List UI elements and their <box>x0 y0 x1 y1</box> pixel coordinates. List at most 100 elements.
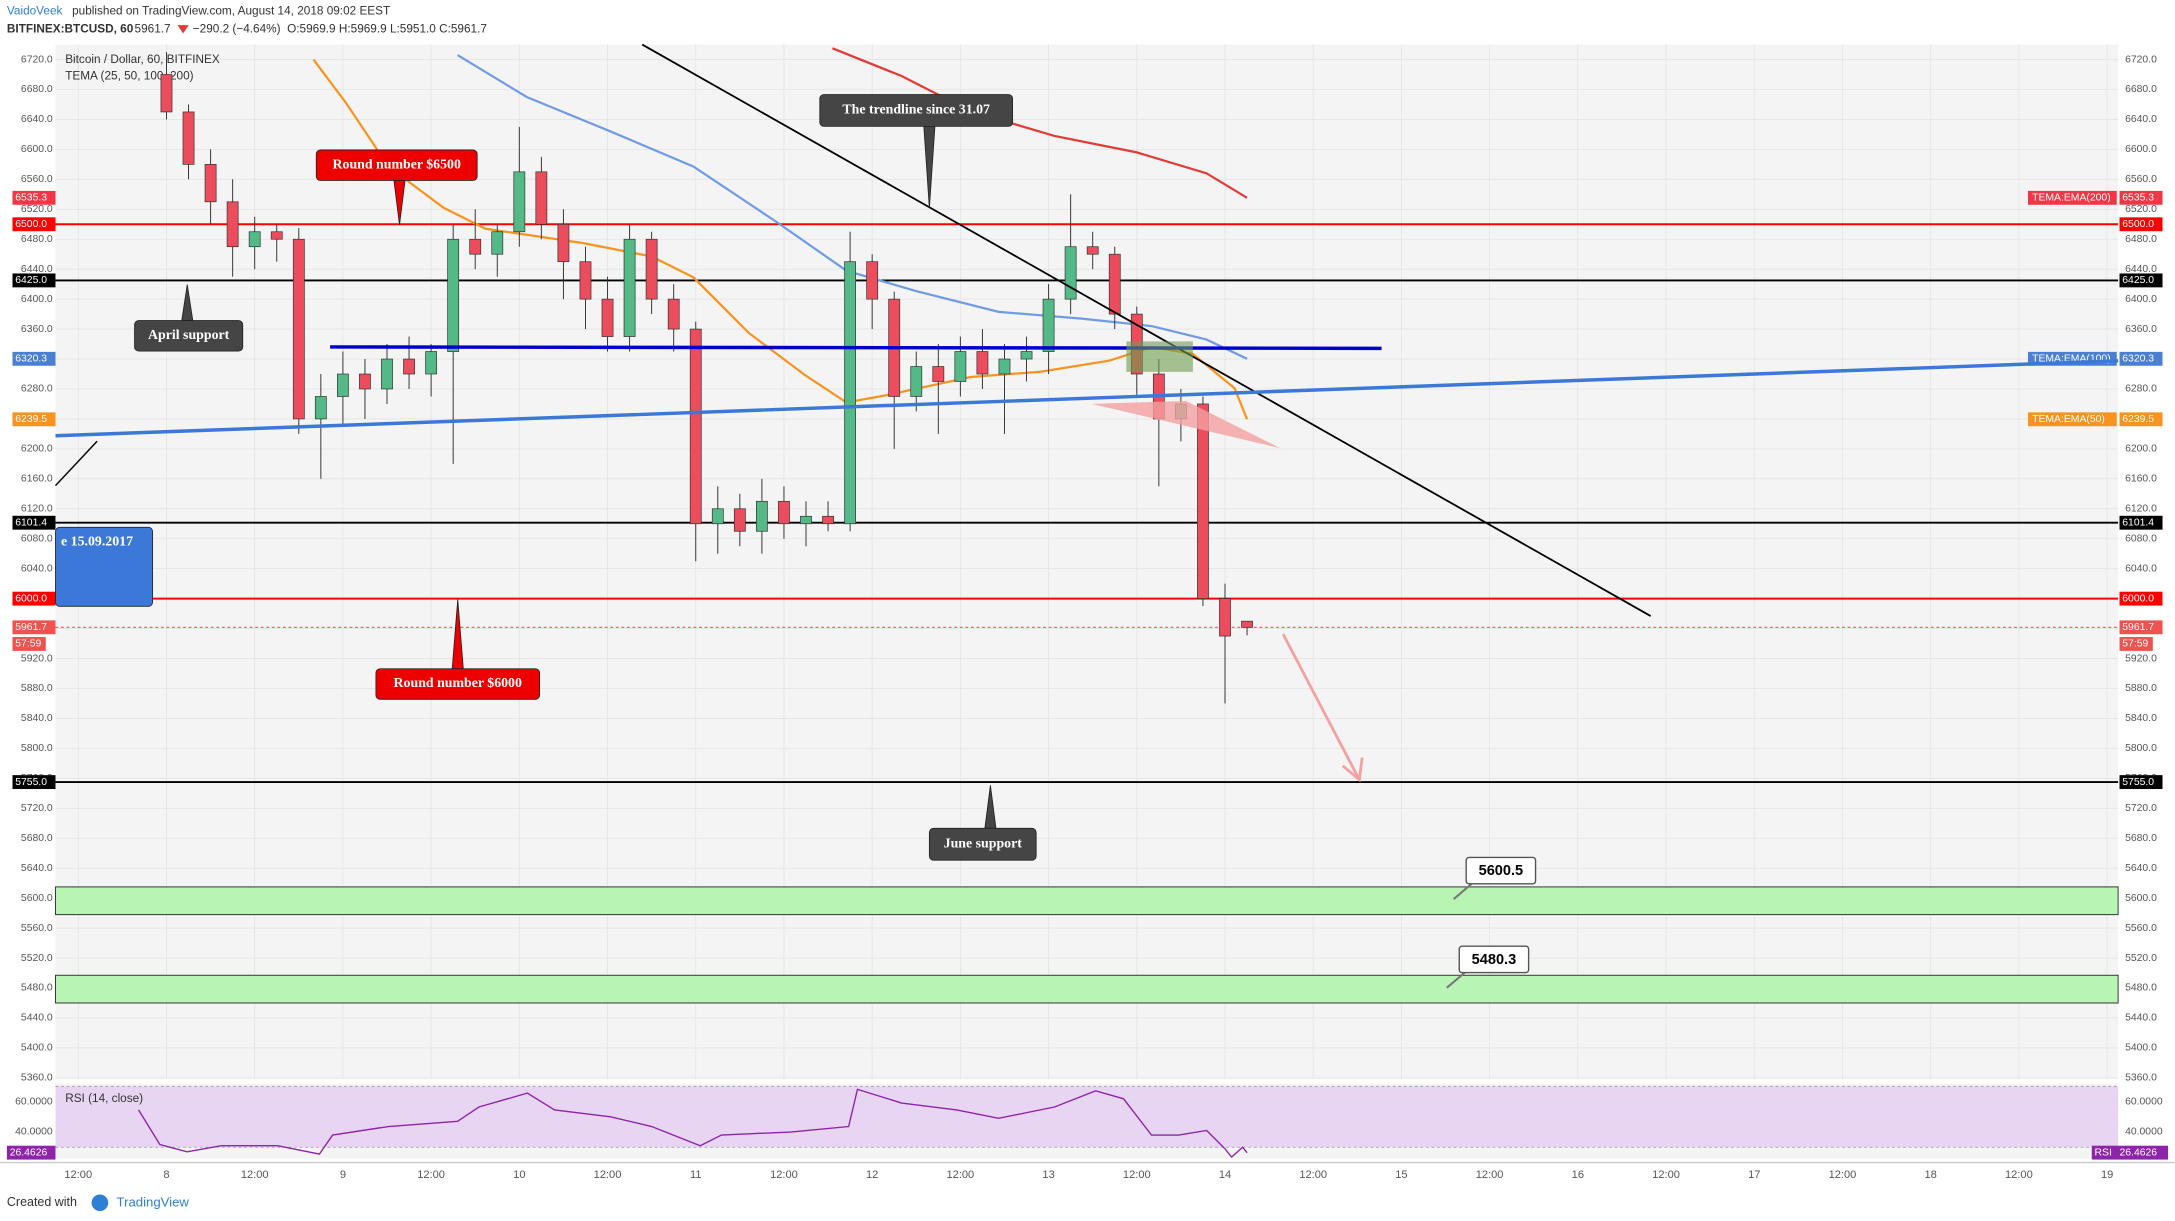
candle-body <box>403 358 415 375</box>
candle-body <box>778 500 790 525</box>
candle-body <box>910 366 923 397</box>
x-tick-label: 12:00 <box>947 1169 975 1181</box>
footer-brand[interactable]: TradingView <box>117 1194 190 1209</box>
y-tick-label: 5920.0 <box>21 653 53 664</box>
rsi-tag-name: RSI <box>2095 1147 2112 1158</box>
price-tag <box>2119 217 2163 232</box>
y-tick-label: 5360.0 <box>21 1073 53 1084</box>
y-tick-label: 5560.0 <box>2125 923 2157 934</box>
y-tick-label: 6440.0 <box>2125 264 2157 275</box>
y-tick-label: 6440.0 <box>21 264 53 275</box>
y-tick-label: 6200.0 <box>2125 444 2157 455</box>
candle-body <box>381 358 393 390</box>
price-tag-label: 6000.0 <box>15 593 47 604</box>
ohlc: O:5969.9 H:5969.9 L:5951.0 C:5961.7 <box>287 22 487 35</box>
price-tag-label: 5755.0 <box>15 777 47 788</box>
y-tick-label: 6600.0 <box>2125 144 2157 155</box>
y-tick-label: 6640.0 <box>2125 114 2157 125</box>
y-tick-label: 6400.0 <box>2125 294 2157 305</box>
price-tag <box>12 775 56 790</box>
rsi-title: RSI (14, close) <box>65 1092 143 1105</box>
price-tag-label: 6500.0 <box>15 219 47 230</box>
rsi-tick-label: 40.0000 <box>2125 1127 2163 1138</box>
price-tag-label: 6535.3 <box>15 193 47 204</box>
candle-body <box>469 238 482 255</box>
y-tick-label: 6200.0 <box>21 444 53 455</box>
candle-body <box>800 515 812 525</box>
candle-body <box>160 74 173 113</box>
price-tag <box>2119 190 2163 205</box>
candle-body <box>844 261 857 525</box>
countdown-tag <box>2119 637 2153 651</box>
candle-body <box>447 238 460 352</box>
price-tag-label: 6000.0 <box>2122 593 2154 604</box>
candle-body <box>667 298 680 330</box>
candle-body <box>954 351 967 382</box>
candle-body <box>1219 598 1231 637</box>
candle-body <box>998 358 1011 375</box>
x-tick-label: 9 <box>340 1169 346 1181</box>
candle-body <box>976 351 989 375</box>
annotation-text: The trendline since 31.07 <box>842 103 990 118</box>
y-tick-label: 5720.0 <box>2125 803 2157 814</box>
chart-subtitle: TEMA (25, 50, 100, 200) <box>65 70 193 83</box>
candle-body <box>822 515 834 525</box>
candle-body <box>359 373 371 390</box>
indicator-tag-label: TEMA:EMA(200) <box>2032 193 2111 204</box>
y-tick-label: 5920.0 <box>2125 653 2157 664</box>
down-arrow <box>177 25 189 34</box>
y-tick-label: 6360.0 <box>21 324 53 335</box>
x-tick-label: 12:00 <box>241 1169 269 1181</box>
candle-body <box>1241 620 1253 628</box>
countdown-label: 57:59 <box>2122 639 2148 650</box>
price-tag <box>12 515 56 530</box>
candle-body <box>292 238 305 420</box>
y-tick-label: 5840.0 <box>21 713 53 724</box>
annotation-box <box>134 320 244 352</box>
candle-body <box>1064 246 1077 300</box>
countdown-label: 57:59 <box>15 639 41 650</box>
y-tick-label: 5360.0 <box>2125 1073 2157 1084</box>
x-tick-label: 12:00 <box>417 1169 445 1181</box>
author[interactable]: VaidoVeek <box>7 4 63 17</box>
x-tick-label: 14 <box>1219 1169 1231 1181</box>
y-tick-label: 5600.0 <box>2125 893 2157 904</box>
y-tick-label: 6720.0 <box>2125 54 2157 65</box>
candle-body <box>866 261 879 300</box>
x-tick-label: 12:00 <box>64 1169 92 1181</box>
annotation-box <box>375 668 541 700</box>
y-tick-label: 6280.0 <box>21 384 53 395</box>
candle-body <box>337 373 349 397</box>
x-tick-label: 12:00 <box>1299 1169 1327 1181</box>
annotation-box <box>315 149 478 181</box>
countdown-tag <box>12 637 46 651</box>
y-tick-label: 6680.0 <box>21 84 53 95</box>
indicator-tag <box>2027 190 2117 205</box>
candle-body <box>270 231 283 240</box>
y-tick-label: 6160.0 <box>21 474 53 485</box>
rsi-band <box>55 1086 2119 1148</box>
rising-line <box>55 359 2119 438</box>
x-tick-label: 12:00 <box>2005 1169 2033 1181</box>
x-tick-label: 12:00 <box>1652 1169 1680 1181</box>
y-tick-label: 5480.0 <box>2125 983 2157 994</box>
support-zone <box>54 886 2119 916</box>
y-tick-label: 6720.0 <box>21 54 53 65</box>
y-tick-label: 6480.0 <box>21 234 53 245</box>
rsi-tag-label: 26.4626 <box>2120 1147 2158 1158</box>
price-tag <box>12 273 56 288</box>
y-tick-label: 6480.0 <box>2125 234 2157 245</box>
plot-background <box>55 44 2119 1080</box>
y-tick-label: 6120.0 <box>21 504 53 515</box>
price-tag <box>12 351 56 366</box>
chart-title: Bitcoin / Dollar, 60, BITFINEX <box>65 53 220 66</box>
rsi-tick-label: 40.0000 <box>15 1127 53 1138</box>
price-tag <box>12 217 56 232</box>
y-tick-label: 5640.0 <box>21 863 53 874</box>
zone-label: 5600.5 <box>1479 863 1524 879</box>
y-tick-label: 6360.0 <box>2125 324 2157 335</box>
candle-body <box>711 508 724 525</box>
change: −290.2 (−4.64%) <box>193 22 281 35</box>
y-tick-label: 5680.0 <box>2125 833 2157 844</box>
